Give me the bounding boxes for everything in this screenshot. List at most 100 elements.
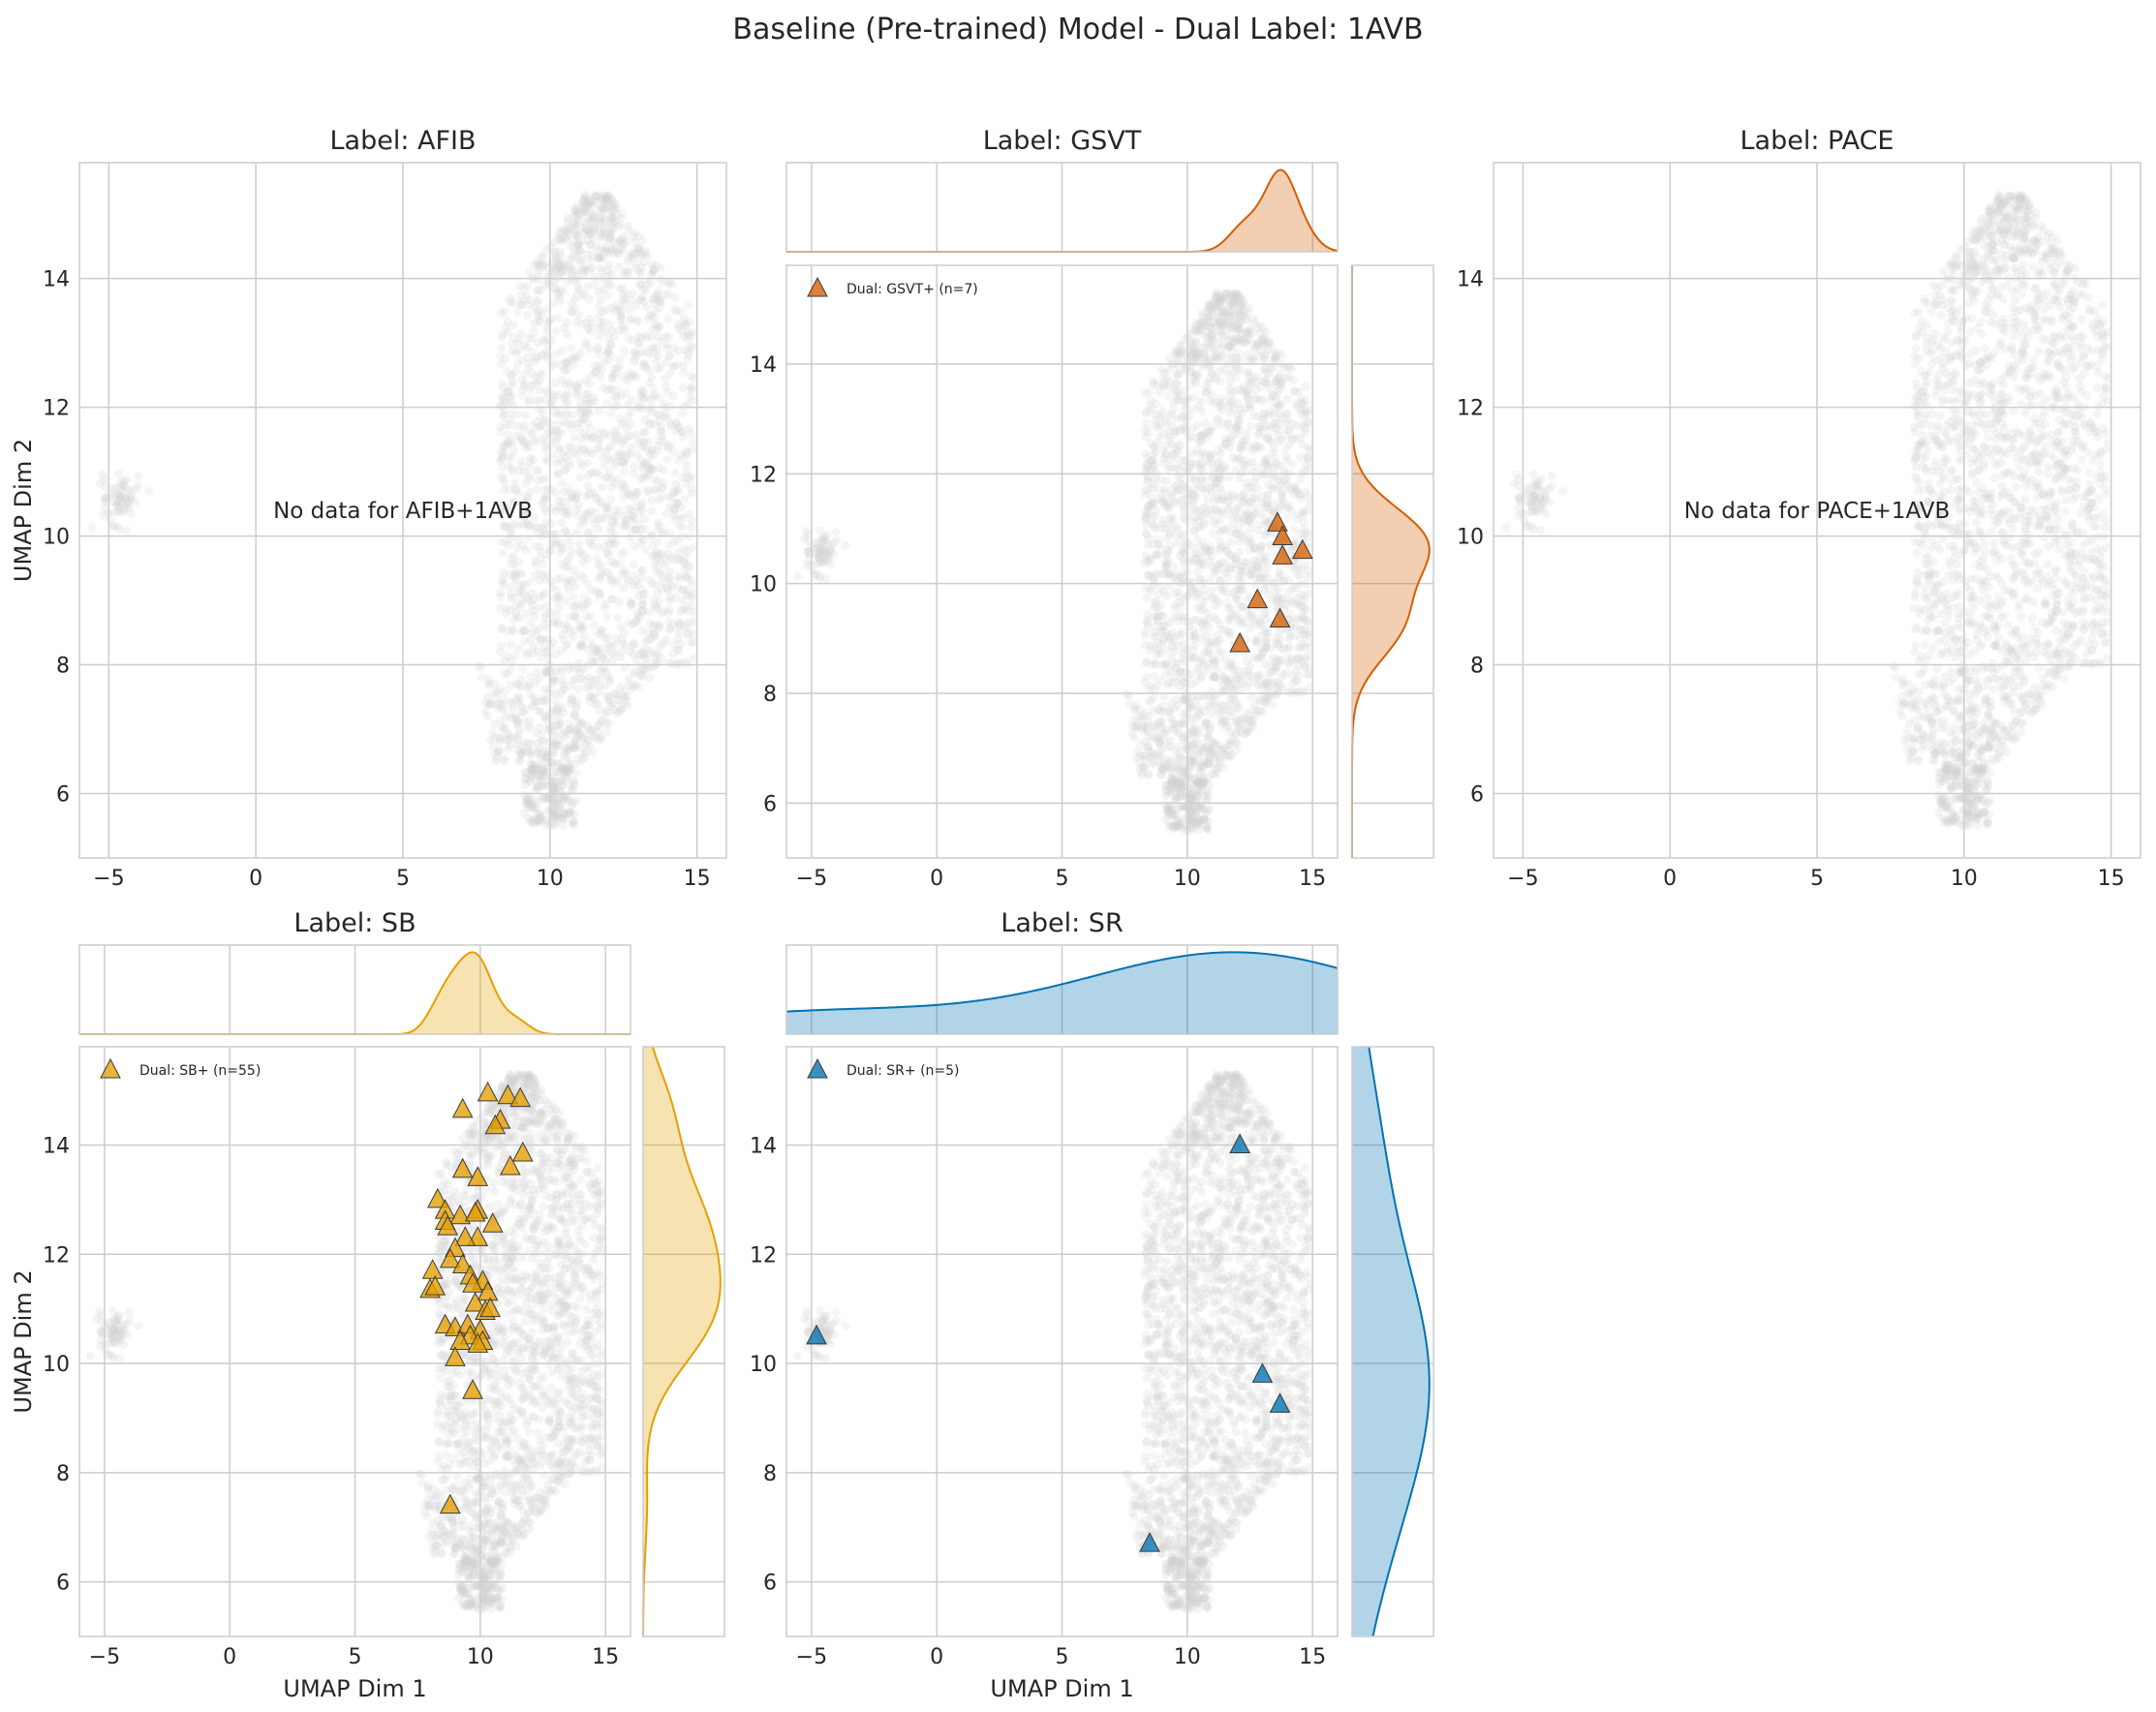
background-point (638, 461, 648, 471)
background-point (1303, 670, 1312, 680)
background-point (685, 317, 694, 326)
background-point (506, 297, 515, 307)
background-point (660, 606, 669, 616)
background-point (524, 363, 534, 373)
background-point (1269, 443, 1278, 453)
background-point (1300, 626, 1309, 635)
background-point (841, 540, 850, 550)
background-point (673, 484, 683, 494)
background-point (643, 457, 653, 467)
background-point (1143, 461, 1153, 471)
background-point (681, 321, 691, 330)
background-point (508, 704, 517, 714)
background-point (600, 356, 609, 366)
background-point (563, 639, 572, 649)
background-point (1305, 405, 1314, 414)
background-point (1295, 579, 1305, 589)
background-point (526, 672, 536, 682)
background-point (557, 542, 567, 552)
background-point (664, 290, 674, 299)
background-point (636, 280, 646, 290)
background-point (1192, 713, 1202, 722)
x-tick-label: 0 (930, 867, 943, 891)
background-point (598, 482, 607, 492)
background-point (1276, 384, 1285, 394)
background-point (523, 799, 533, 809)
background-point (524, 359, 534, 369)
background-point (567, 344, 576, 353)
background-point (555, 390, 565, 400)
background-point (578, 291, 588, 301)
background-point (578, 444, 588, 454)
background-point (532, 631, 541, 641)
background-point (538, 421, 547, 431)
background-point (562, 318, 571, 327)
background-point (607, 517, 617, 527)
background-point (1262, 628, 1272, 638)
background-point (567, 546, 576, 556)
background-point (511, 349, 521, 358)
background-point (524, 266, 534, 276)
background-point (656, 362, 665, 372)
background-point (1285, 484, 1295, 494)
background-point (570, 582, 580, 592)
background-point (499, 412, 508, 421)
background-point (1232, 504, 1242, 514)
background-point (688, 343, 697, 352)
background-point (630, 370, 639, 380)
background-point (1192, 694, 1202, 704)
background-point (1218, 682, 1228, 691)
background-point (592, 191, 601, 200)
background-point (563, 753, 572, 763)
background-point (688, 444, 697, 454)
background-point (533, 378, 542, 387)
background-point (1223, 721, 1233, 731)
background-point (1185, 652, 1194, 661)
background-point (1296, 641, 1306, 651)
background-point (601, 508, 611, 518)
background-point (1187, 423, 1197, 433)
background-point (528, 767, 538, 777)
background-point (662, 315, 672, 324)
background-point (577, 265, 587, 275)
background-point (516, 749, 526, 759)
background-point (1185, 555, 1194, 565)
background-point (555, 740, 565, 749)
background-point (1158, 729, 1168, 739)
background-point (604, 431, 614, 441)
background-point (607, 269, 617, 279)
background-point (1177, 498, 1186, 507)
background-point (540, 746, 550, 755)
background-point (1247, 691, 1256, 701)
background-point (1199, 503, 1209, 512)
background-point (603, 453, 613, 463)
background-point (1299, 688, 1309, 697)
background-point (620, 294, 630, 304)
background-point (617, 700, 627, 710)
background-point (600, 247, 609, 257)
background-point (572, 276, 582, 286)
background-point (543, 750, 553, 760)
background-point (1287, 655, 1297, 664)
background-point (596, 219, 605, 229)
background-point (596, 232, 605, 242)
background-point (1134, 758, 1144, 768)
background-point (1214, 648, 1223, 657)
background-point (684, 509, 693, 519)
background-point (1300, 421, 1309, 431)
background-point (518, 296, 528, 306)
background-point (689, 327, 698, 337)
background-point (1220, 439, 1230, 448)
background-point (573, 231, 583, 241)
background-point (1300, 466, 1309, 475)
background-point (647, 579, 657, 589)
background-point (517, 300, 527, 310)
background-point (617, 647, 627, 657)
background-point (650, 392, 660, 402)
background-point (1216, 393, 1225, 403)
background-point (681, 451, 691, 461)
background-point (1168, 780, 1178, 789)
background-point (640, 393, 650, 403)
